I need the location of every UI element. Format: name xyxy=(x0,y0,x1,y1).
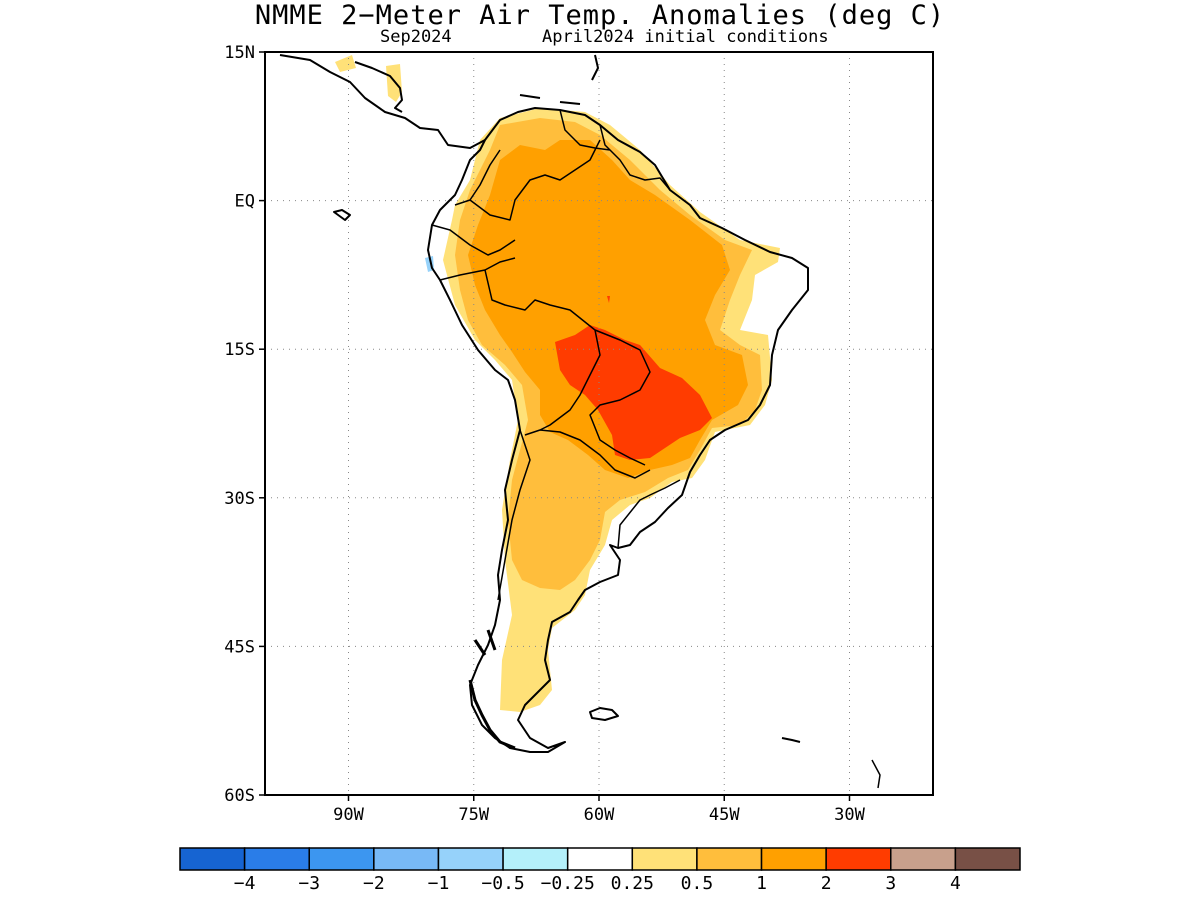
forecast-month: Sep2024 xyxy=(380,27,452,47)
colorbar-label: 4 xyxy=(950,873,961,894)
colorbar-swatch xyxy=(696,847,763,871)
central-america-coast xyxy=(279,54,486,149)
longitude-label: 45W xyxy=(709,805,740,825)
coastlines-and-borders xyxy=(279,54,881,789)
country-borders xyxy=(431,109,681,601)
colorbar-swatch xyxy=(373,847,440,871)
caribbean-islands xyxy=(519,54,599,105)
colorbar-label: 3 xyxy=(885,873,896,894)
anomaly-region-red xyxy=(555,296,712,460)
latitude-label: 15N xyxy=(224,43,255,63)
latitude-label: 60S xyxy=(224,786,255,806)
colorbar-label: −2 xyxy=(363,873,385,894)
colorbar-swatch xyxy=(308,847,375,871)
colorbar-label: −3 xyxy=(298,873,320,894)
longitude-axis: 90W 75W 60W 45W 30W xyxy=(333,795,866,825)
tierra-del-fuego-islands xyxy=(468,629,516,750)
map-subtitle: Sep2024 April2024 initial conditions xyxy=(0,27,1200,47)
colorbar-label: 0.25 xyxy=(611,873,654,894)
colorbar-swatch xyxy=(760,847,827,871)
latitude-axis: 15N EQ 15S 30S 45S 60S xyxy=(224,43,265,806)
latitude-label: 30S xyxy=(224,489,255,509)
central-america-north-coast xyxy=(354,61,403,113)
colorbar-swatch xyxy=(502,847,569,871)
colorbar-swatch xyxy=(890,847,957,871)
longitude-label: 90W xyxy=(333,805,364,825)
colorbar-swatch xyxy=(243,847,310,871)
colorbar-swatch xyxy=(954,847,1021,871)
colorbar: −4 −3 −2 −1 −0.5 −0.25 0.25 0.5 1 2 3 4 xyxy=(179,847,1021,894)
colorbar-label: −4 xyxy=(234,873,256,894)
latitude-label: 45S xyxy=(224,637,255,657)
longitude-label: 30W xyxy=(834,805,865,825)
colorbar-label: 0.5 xyxy=(681,873,714,894)
colorbar-label: 1 xyxy=(756,873,767,894)
anomaly-fields xyxy=(335,55,780,712)
latitude-label: 15S xyxy=(224,340,255,360)
colorbar-label: −1 xyxy=(428,873,450,894)
south-america-coast xyxy=(427,107,809,753)
colorbar-label: 2 xyxy=(821,873,832,894)
colorbar-swatch xyxy=(631,847,698,871)
colorbar-label: −0.25 xyxy=(541,873,595,894)
latitude-label: EQ xyxy=(235,192,255,212)
south-sandwich-islands xyxy=(871,759,881,789)
galapagos xyxy=(333,209,351,221)
colorbar-swatch xyxy=(437,847,504,871)
colorbar-label: −0.5 xyxy=(481,873,524,894)
falkland-islands xyxy=(589,707,619,721)
longitude-label: 75W xyxy=(458,805,489,825)
map-title: NMME 2−Meter Air Temp. Anomalies (deg C) xyxy=(254,0,946,31)
initial-conditions: April2024 initial conditions xyxy=(542,27,829,47)
south-georgia xyxy=(781,737,801,743)
colorbar-swatch xyxy=(179,847,246,871)
longitude-label: 60W xyxy=(584,805,615,825)
colorbar-swatch xyxy=(825,847,892,871)
colorbar-swatch xyxy=(566,847,634,871)
